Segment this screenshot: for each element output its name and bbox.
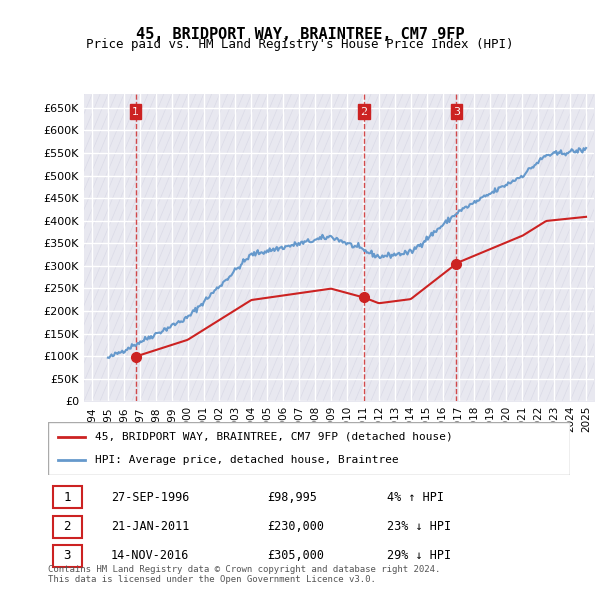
Text: 21-JAN-2011: 21-JAN-2011 [110,520,189,533]
Text: 3: 3 [453,107,460,117]
Text: 29% ↓ HPI: 29% ↓ HPI [388,549,451,562]
Text: £98,995: £98,995 [267,491,317,504]
Text: 3: 3 [64,549,71,562]
Text: 1: 1 [64,491,71,504]
Text: 1: 1 [132,107,139,117]
FancyBboxPatch shape [48,422,570,475]
Text: 2: 2 [360,107,367,117]
Text: 27-SEP-1996: 27-SEP-1996 [110,491,189,504]
FancyBboxPatch shape [53,516,82,537]
Text: HPI: Average price, detached house, Braintree: HPI: Average price, detached house, Brai… [95,455,399,465]
Text: £305,000: £305,000 [267,549,324,562]
FancyBboxPatch shape [53,545,82,567]
Text: 45, BRIDPORT WAY, BRAINTREE, CM7 9FP (detached house): 45, BRIDPORT WAY, BRAINTREE, CM7 9FP (de… [95,432,453,442]
Text: 14-NOV-2016: 14-NOV-2016 [110,549,189,562]
Text: Contains HM Land Registry data © Crown copyright and database right 2024.
This d: Contains HM Land Registry data © Crown c… [48,565,440,584]
Text: Price paid vs. HM Land Registry's House Price Index (HPI): Price paid vs. HM Land Registry's House … [86,38,514,51]
Text: 4% ↑ HPI: 4% ↑ HPI [388,491,444,504]
FancyBboxPatch shape [53,486,82,508]
Text: £230,000: £230,000 [267,520,324,533]
Text: 23% ↓ HPI: 23% ↓ HPI [388,520,451,533]
Text: 2: 2 [64,520,71,533]
Text: 45, BRIDPORT WAY, BRAINTREE, CM7 9FP: 45, BRIDPORT WAY, BRAINTREE, CM7 9FP [136,27,464,41]
